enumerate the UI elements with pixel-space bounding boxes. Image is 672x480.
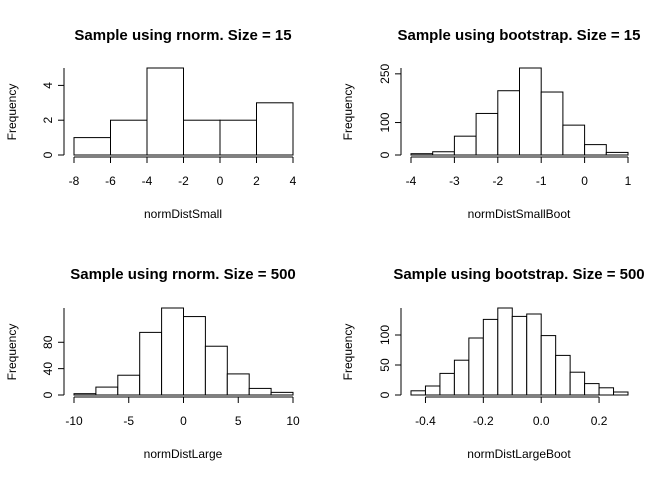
y-tick-label: 0 [378, 391, 392, 398]
x-tick-label: -5 [123, 414, 134, 428]
histogram-bar [410, 390, 426, 396]
x-tick-label: 0.0 [533, 414, 550, 428]
histogram-bar [410, 153, 434, 156]
histogram-bar [424, 385, 441, 396]
y-axis-label: Frequency [5, 84, 19, 141]
histogram-bar [540, 91, 564, 156]
x-tick-label: 2 [253, 174, 260, 188]
x-tick-label: -3 [449, 174, 460, 188]
x-tick-label: -4 [142, 174, 153, 188]
y-tick-label: 100 [378, 325, 392, 345]
y-tick-label: 80 [41, 335, 55, 349]
histogram-bar [139, 331, 163, 396]
histogram-bar [598, 387, 615, 396]
x-tick-label: -4 [406, 174, 417, 188]
x-axis-label: normDistLarge [144, 447, 223, 461]
histogram-bar [453, 359, 470, 396]
histogram-bar [95, 386, 119, 396]
histogram-bar [562, 124, 586, 156]
histogram-bar [117, 374, 141, 396]
x-tick-label: -0.2 [473, 414, 494, 428]
histogram-bar [540, 335, 557, 396]
x-tick-label: 0.2 [591, 414, 608, 428]
chart-title: Sample using rnorm. Size = 500 [70, 266, 296, 283]
histogram-panel-1: Sample using rnorm. Size = 15 -8 -6 -4 -2 0 2 4… [5, 27, 297, 221]
x-axis-label: normDistSmall [144, 207, 222, 221]
histogram-bar [497, 90, 520, 156]
histogram-bar [605, 151, 629, 156]
histogram-bar [183, 316, 206, 396]
histogram-bar [482, 318, 499, 396]
histogram-bar [146, 67, 184, 156]
y-tick-label: 50 [378, 358, 392, 372]
histogram-bar [183, 119, 221, 156]
x-tick-label: 1 [625, 174, 632, 188]
y-tick-label: 100 [378, 112, 392, 132]
histogram-bar [526, 313, 542, 396]
x-tick-label: -2 [492, 174, 503, 188]
histogram-bar [73, 137, 111, 156]
x-tick-label: -2 [178, 174, 189, 188]
chart-title: Sample using bootstrap. Size = 15 [398, 27, 641, 44]
histogram-bar [439, 372, 455, 396]
x-tick-label: 4 [290, 174, 297, 188]
x-tick-label: 10 [286, 414, 300, 428]
histogram-bar [256, 102, 294, 156]
x-tick-label: 0 [217, 174, 224, 188]
y-tick-label: 250 [378, 64, 392, 84]
x-tick-label: -10 [65, 414, 83, 428]
y-tick-label: 4 [41, 82, 55, 89]
histogram-bar [584, 383, 600, 396]
x-tick-label: -8 [69, 174, 80, 188]
histogram-panel-2: Sample using bootstrap. Size = 15 -4 -3 -2 -… [341, 27, 640, 221]
x-axis-label: normDistSmallBoot [468, 207, 571, 221]
histogram-bar [248, 387, 272, 396]
histogram-bar [270, 391, 294, 396]
y-tick-label: 0 [41, 151, 55, 158]
y-tick-label: 0 [378, 151, 392, 158]
x-tick-label: 5 [235, 414, 242, 428]
y-tick-label: 0 [41, 391, 55, 398]
histogram-panel-3: Sample using rnorm. Size = 500 -10 -5 0 5 10 0… [5, 266, 300, 461]
x-axis-label: normDistLargeBoot [467, 447, 571, 461]
chart-title: Sample using bootstrap. Size = 500 [393, 266, 644, 283]
histogram-bar [613, 391, 629, 396]
y-tick-label: 40 [41, 362, 55, 376]
histogram-bar [204, 345, 228, 396]
histogram-bar [555, 354, 571, 396]
x-tick-label: 0 [581, 174, 588, 188]
y-axis-label: Frequency [341, 84, 355, 141]
y-tick-label: 2 [41, 117, 55, 124]
x-tick-label: -0.4 [415, 414, 436, 428]
histogram-bar [110, 119, 148, 156]
x-tick-label: 0 [180, 414, 187, 428]
histogram-bar [584, 144, 607, 156]
histogram-bar [497, 307, 513, 396]
x-tick-label: -6 [105, 174, 116, 188]
histogram-bar [569, 371, 586, 396]
y-axis-label: Frequency [341, 324, 355, 381]
histogram-bar [519, 67, 542, 156]
histogram-bar [475, 112, 499, 156]
histogram-bar [161, 307, 185, 396]
x-tick-label: -1 [536, 174, 547, 188]
y-axis-label: Frequency [5, 324, 19, 381]
histogram-bar [226, 373, 250, 396]
histogram-bar [73, 393, 97, 396]
histogram-bar [453, 135, 477, 156]
chart-title: Sample using rnorm. Size = 15 [74, 27, 291, 44]
histogram-panel-4: Sample using bootstrap. Size = 500 -0.4 -0… [341, 266, 645, 461]
histogram-bar [432, 151, 455, 156]
histogram-bar [468, 337, 484, 396]
histogram-bar [219, 119, 257, 156]
histogram-bar [511, 315, 528, 396]
